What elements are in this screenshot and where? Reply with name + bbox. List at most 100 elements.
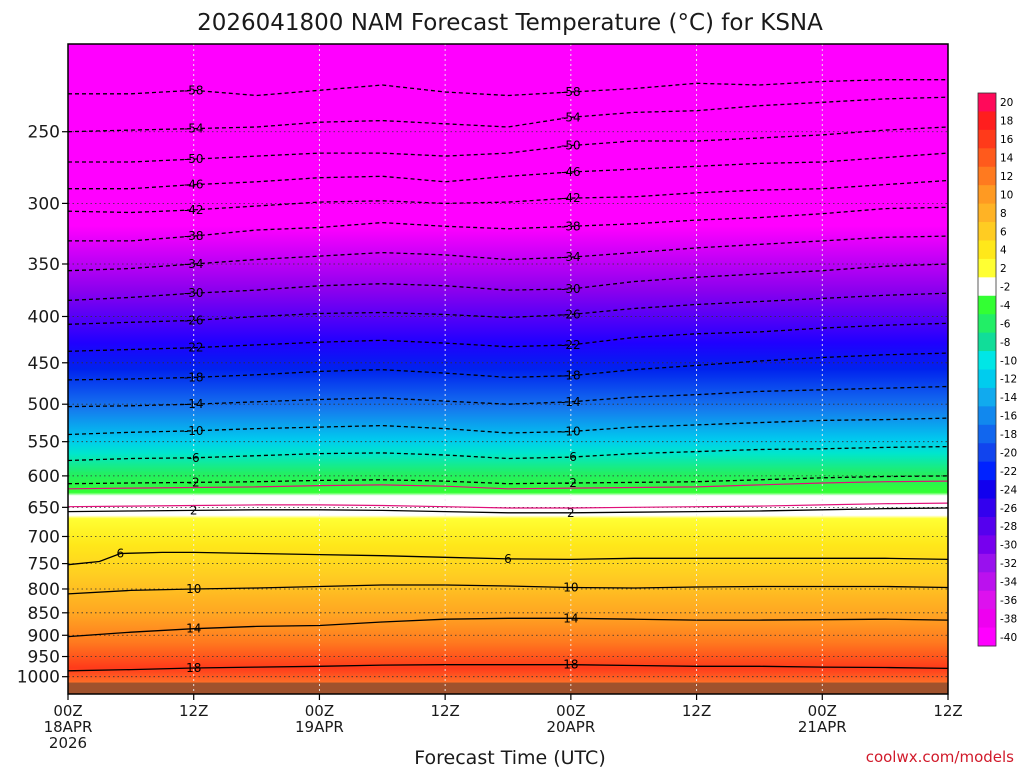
x-tick-label: 00Z [808,702,837,720]
colorbar-swatch [978,111,996,131]
contour-label: -26 [561,308,581,322]
colorbar-swatch [978,148,996,168]
contour-label: -2 [565,476,577,490]
contour-line [67,584,949,595]
colorbar-swatch [978,203,996,223]
plot-area: -58 -58 -54 -54 -50 -50 -46 -46 -42 -42 -38 -38 -34 -… [67,43,949,695]
contour-line [67,617,949,638]
contour-label: -42 [561,191,581,205]
colorbar-swatch [978,387,996,407]
contour-label: -54 [561,110,581,124]
contour-line [67,664,949,672]
contour-label: 2 [190,503,198,517]
y-tick-label: 700 [28,527,60,547]
colorbar-swatch [978,627,996,647]
contour-label: -38 [184,229,204,243]
colorbar-label: -22 [1000,466,1017,478]
plot-frame [67,43,949,695]
x-tick-label: 2026 [49,734,87,752]
colorbar-label: 16 [1000,134,1014,146]
colorbar-swatch [978,332,996,352]
y-tick-label: 1000 [17,668,60,688]
colorbar-label: -40 [1000,632,1017,644]
x-tick-label: 19APR [295,718,344,736]
x-tick-label: 12Z [682,702,711,720]
colorbar-label: -28 [1000,521,1017,533]
x-tick-label: 00Z [556,702,585,720]
y-tick-label: 800 [28,580,60,600]
colorbar-swatch [978,258,996,278]
contour-label: -26 [184,313,204,327]
contour-label: 2 [567,506,575,520]
colorbar-label: -24 [1000,484,1017,496]
y-tick-label: 850 [28,604,60,624]
colorbar-label: -10 [1000,355,1017,367]
x-axis-title: Forecast Time (UTC) [414,747,605,768]
freezing-line [67,502,949,509]
contour-line [68,79,948,97]
contour-label: -50 [561,139,581,153]
contour-line [67,551,949,566]
contour-label: -34 [561,250,581,264]
colorbar-swatch [978,590,996,610]
contour-label: -2 [188,475,200,489]
colorbar-label: -26 [1000,503,1017,515]
colorbar-swatch [978,553,996,573]
colorbar-swatch [978,369,996,389]
colorbar-label: -6 [1000,318,1011,330]
y-tick-label: 750 [28,555,60,575]
x-tick-label: 20APR [546,718,595,736]
colorbar-label: 12 [1000,171,1013,183]
colorbar-label: 6 [1000,226,1007,238]
colorbar-swatch [978,295,996,315]
colorbar-label: 20 [1000,97,1013,109]
colorbar-swatch [978,240,996,260]
colorbar: 20 18 16 14 12 10 8 6 4 2 -2 -4 -6 -8 -10 -12 -14 -16 -18 -… [977,92,1017,647]
colorbar-swatch [978,406,996,426]
contour-label: -6 [565,450,577,464]
x-tick-label: 18APR [44,718,93,736]
colorbar-swatch [978,572,996,592]
contour-label: 10 [563,580,578,594]
y-axis: 2503003504004505005506006507007508008509… [17,123,68,688]
colorbar-swatch [978,277,996,297]
contour-label: 6 [504,552,512,566]
y-tick-label: 550 [28,433,60,453]
chart-title: 2026041800 NAM Forecast Temperature (°C)… [197,10,823,36]
credit-text: coolwx.com/models [866,748,1014,766]
y-tick-label: 500 [28,395,60,415]
freezing-line [67,480,949,490]
contour-label: 14 [563,611,578,625]
colorbar-swatch [978,461,996,481]
x-tick-label: 12Z [430,702,459,720]
colorbar-swatch [978,609,996,629]
contour-label: -22 [561,338,581,352]
colorbar-frame [977,92,997,647]
colorbar-swatch [978,443,996,463]
contour-label: -54 [184,122,204,136]
contour-label: 18 [186,661,201,675]
colorbar-swatch [978,480,996,500]
contour-label: -22 [184,341,204,355]
colorbar-label: -16 [1000,411,1017,423]
colorbar-swatch [978,129,996,149]
x-tick-label: 21APR [798,718,847,736]
colorbar-label: 18 [1000,116,1013,128]
contour-label: 6 [117,547,125,561]
contour-label: -14 [561,395,581,409]
x-tick-label: 12Z [179,702,208,720]
contour-label: -42 [184,203,204,217]
y-tick-label: 400 [28,307,60,327]
contour-label: -14 [184,397,204,411]
colorbar-label: -18 [1000,429,1017,441]
contour-label: -6 [188,451,200,465]
contour-label: -18 [561,369,581,383]
y-tick-label: 900 [28,626,60,646]
contour-label: -10 [184,424,204,438]
colorbar-label: 2 [1000,263,1007,275]
contour-label: -38 [561,219,581,233]
colorbar-swatch [978,222,996,241]
contour-label: -46 [561,165,581,179]
